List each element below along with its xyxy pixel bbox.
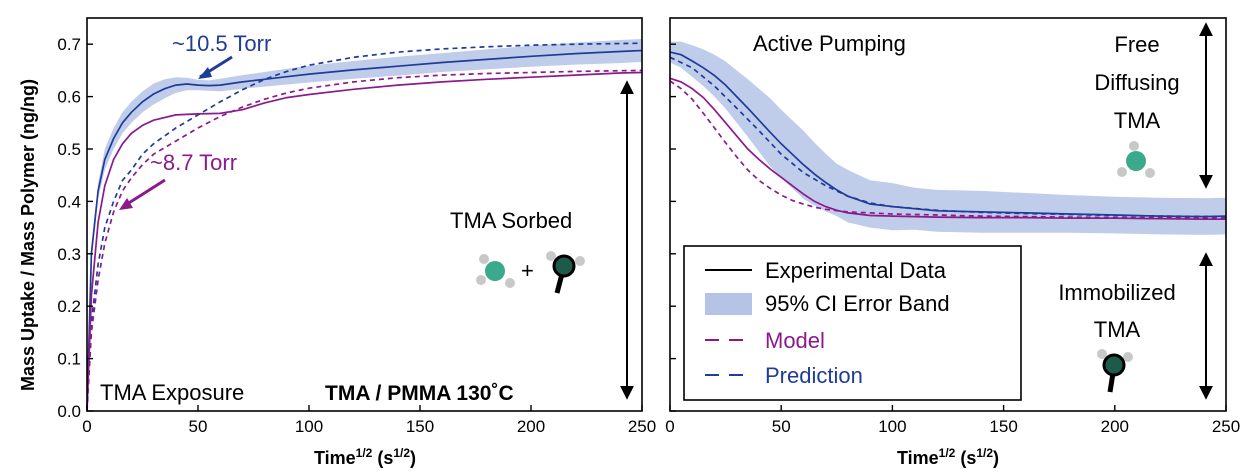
right-x-tick-label: 250 xyxy=(1212,417,1240,436)
tma-exposure-label: TMA Exposure xyxy=(100,380,244,405)
right-series-line-0 xyxy=(669,51,1227,218)
left-axis-ticks: 0 50 100 150 200 250 0.0 0.1 0.2 0.3 0.4 0.5 0.6 0.7 xyxy=(57,35,656,436)
left-series-lines xyxy=(86,42,643,412)
left-plot-frame xyxy=(86,17,643,412)
left-series-line-2 xyxy=(86,71,643,412)
left-y-tick-label: 0.6 xyxy=(57,88,81,107)
legend-label-experimental: Experimental Data xyxy=(765,258,947,283)
left-y-tick-label: 0.7 xyxy=(57,35,81,54)
left-x-tick-label: 0 xyxy=(82,417,91,436)
condition-label: TMA / PMMA 130˚C xyxy=(325,382,514,405)
free-diffusing-label-line3: TMA xyxy=(1114,108,1161,133)
left-y-tick-label: 0.2 xyxy=(57,297,81,316)
left-x-axis-title: Time1/2 (s1/2) xyxy=(314,446,416,468)
right-x-tick-label: 0 xyxy=(665,417,674,436)
left-x-tick-label: 50 xyxy=(189,417,208,436)
left-series-line-0 xyxy=(86,49,643,412)
pressure-8-7-arrowhead xyxy=(119,198,133,210)
left-x-tick-label: 100 xyxy=(295,417,323,436)
left-y-tick-label: 0.3 xyxy=(57,245,81,264)
legend-label-prediction: Prediction xyxy=(765,363,863,388)
y-axis-title: Mass Uptake / Mass Polymer (ng/ng) xyxy=(18,79,38,391)
free-tma-molecule-icon xyxy=(476,254,515,288)
right-series-line-3 xyxy=(669,80,1227,220)
right-x-tick-label: 50 xyxy=(772,417,791,436)
right-x-axis-title: Time1/2 (s1/2) xyxy=(897,446,999,468)
left-x-tick-label: 150 xyxy=(406,417,434,436)
left-y-tick-label: 0.4 xyxy=(57,192,81,211)
left-x-tick-label: 250 xyxy=(628,417,656,436)
pressure-8-7-arrow xyxy=(123,178,166,208)
free-diffusing-label-line1: Free xyxy=(1114,32,1159,57)
right-series-line-2 xyxy=(669,77,1226,221)
left-y-tick-label: 0.0 xyxy=(57,402,81,421)
tma-sorbed-label: TMA Sorbed xyxy=(450,208,572,233)
legend-swatch-error-band xyxy=(705,293,752,315)
right-series-lines xyxy=(669,51,1227,221)
legend-label-error-band: 95% CI Error Band xyxy=(765,291,950,316)
left-y-tick-label: 0.5 xyxy=(57,140,81,159)
left-x-tick-label: 200 xyxy=(517,417,545,436)
left-panel: 0 50 100 150 200 2500.00.10.20.30.40.50.60.7 … xyxy=(57,17,656,468)
right-panel: 0 50 100 150 200 250 Time1/2 (s1/2) Active Pu… xyxy=(665,17,1240,468)
right-x-tick-label: 100 xyxy=(878,417,906,436)
active-pumping-label: Active Pumping xyxy=(753,31,906,56)
pressure-10-5-arrowhead xyxy=(198,67,212,79)
left-series-line-3 xyxy=(86,69,643,412)
bound-tma-molecule-icon xyxy=(546,251,585,294)
left-series-line-1 xyxy=(86,42,643,412)
right-band-0 xyxy=(670,41,1226,235)
right-x-tick-label: 200 xyxy=(1101,417,1129,436)
free-diffusing-tma-icon xyxy=(1117,141,1155,178)
right-axis-ticks: 0 50 100 150 200 250 xyxy=(665,43,1240,436)
right-x-tick-label: 150 xyxy=(989,417,1017,436)
legend-label-model: Model xyxy=(765,328,825,353)
immobilized-label-line2: TMA xyxy=(1094,317,1141,342)
right-plot-frame xyxy=(669,17,1227,412)
immobilized-tma-icon xyxy=(1097,349,1133,393)
right-series-line-1 xyxy=(669,56,1227,218)
pressure-8-7-label: ~8.7 Torr xyxy=(150,150,237,175)
left-y-tick-label: 0.1 xyxy=(57,350,81,369)
plus-sign: + xyxy=(521,258,534,283)
pressure-10-5-label: ~10.5 Torr xyxy=(172,31,271,56)
immobilized-label-line1: Immobilized xyxy=(1058,280,1175,305)
right-error-band xyxy=(670,41,1226,235)
free-diffusing-label-line2: Diffusing xyxy=(1094,70,1179,95)
legend: Experimental Data 95% CI Error Band Mode… xyxy=(683,245,1022,401)
